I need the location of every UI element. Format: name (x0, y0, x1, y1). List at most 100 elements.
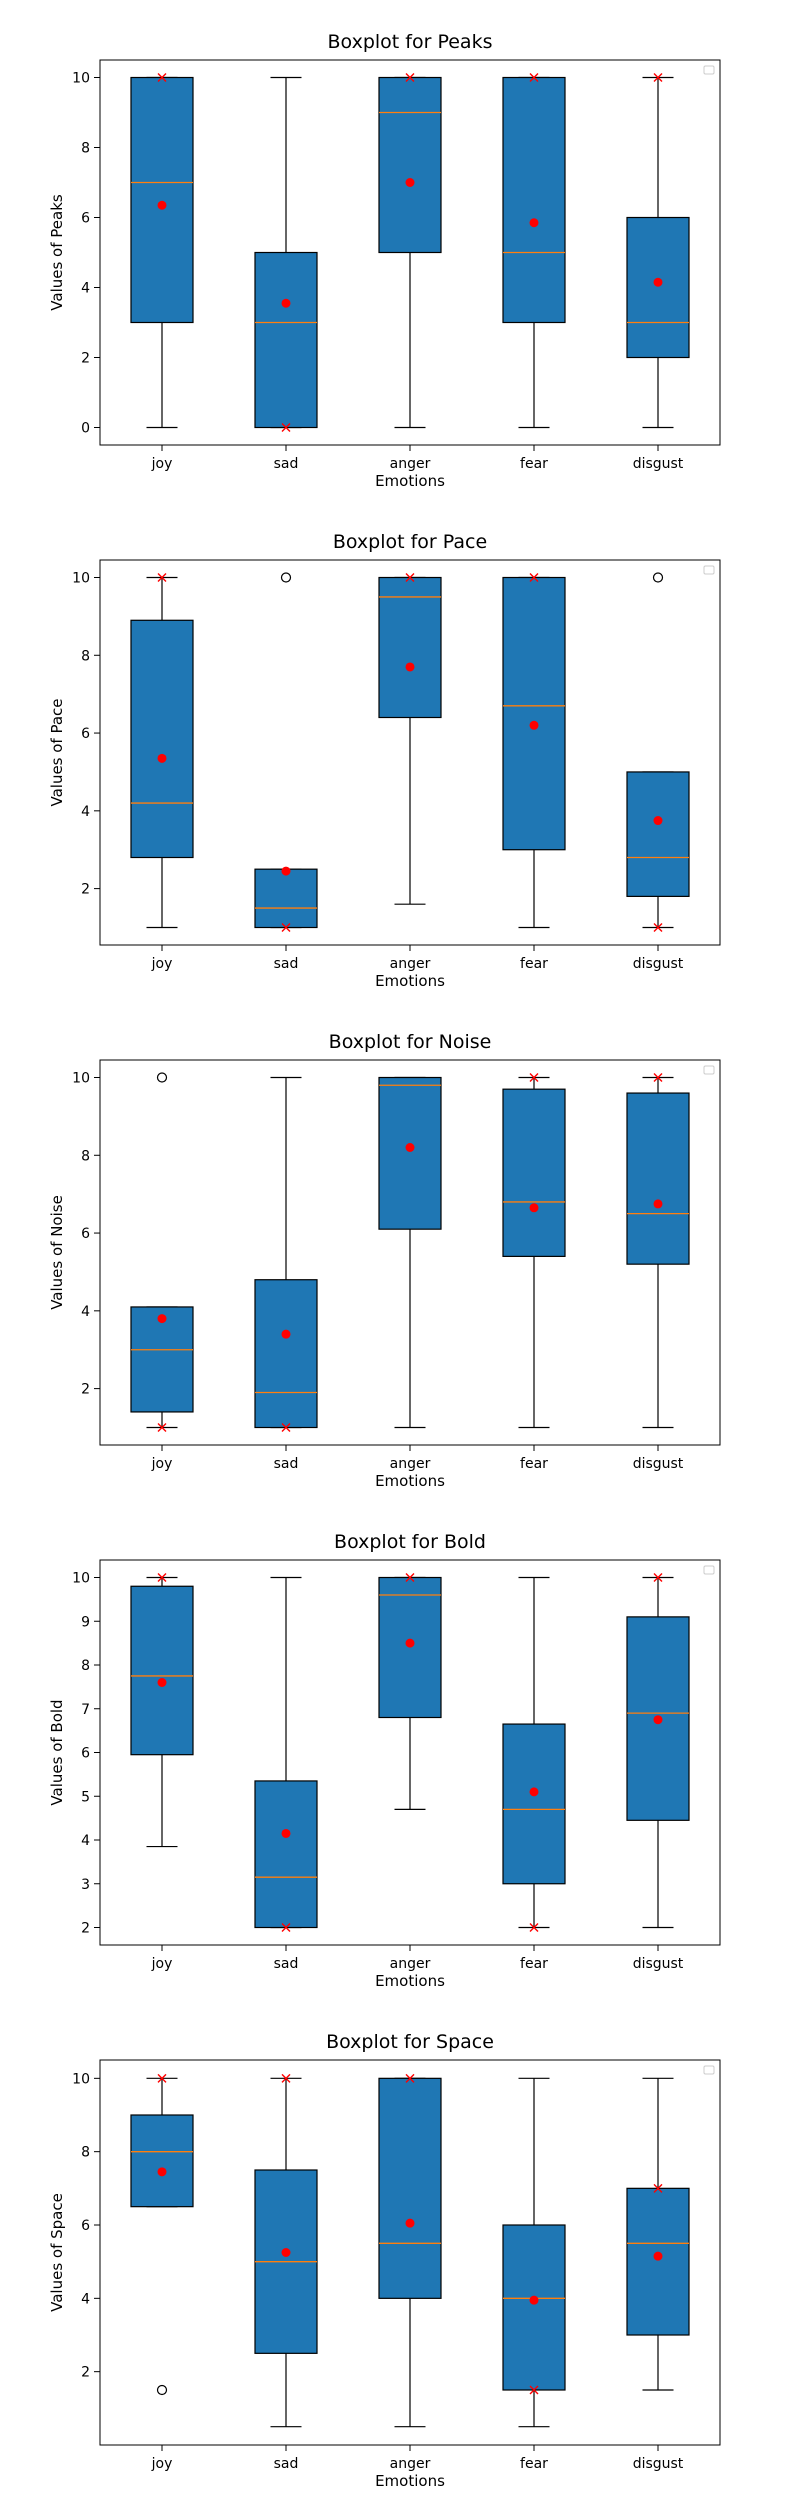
chart-title: Boxplot for Bold (334, 1531, 486, 1553)
extreme-marker (157, 1423, 167, 1432)
mean-marker (529, 1787, 539, 1797)
y-tick-label: 4 (81, 2291, 90, 2307)
extreme-marker (529, 73, 539, 82)
x-axis-label: Emotions (375, 1972, 445, 1990)
extreme-stroke-b (281, 923, 291, 932)
extreme-stroke-b (157, 73, 167, 82)
y-tick-label: 8 (81, 1148, 90, 1164)
outlier-marker (280, 572, 292, 583)
iqr-box (130, 619, 194, 859)
extreme-marker (529, 573, 539, 582)
extreme-stroke-b (653, 923, 663, 932)
y-tick-label: 6 (81, 2218, 90, 2234)
chart-panel-2: Boxplot for Noise 2 4 6 8 10 Values of Noise jo… (48, 1031, 721, 1490)
box-disgust (626, 1573, 690, 1929)
y-tick-label: 10 (72, 71, 90, 87)
y-tick-label: 9 (81, 1614, 90, 1630)
box-joy (130, 1573, 194, 1848)
x-tick-label: anger (390, 956, 431, 972)
iqr-box (130, 1585, 194, 1756)
extreme-marker (281, 423, 291, 432)
iqr-box (502, 576, 566, 851)
extreme-marker (157, 1573, 167, 1582)
box-sad (254, 1576, 318, 1932)
box-sad (254, 1076, 318, 1432)
extreme-stroke-b (157, 1423, 167, 1432)
extreme-stroke-b (529, 573, 539, 582)
y-tick-label: 10 (72, 571, 90, 587)
extreme-marker (281, 1423, 291, 1432)
x-tick-label: joy (151, 2456, 173, 2472)
box-sad (254, 572, 318, 932)
extreme-stroke-b (405, 2073, 415, 2083)
extreme-stroke-b (529, 1923, 539, 1932)
mean-marker (529, 218, 539, 228)
legend-box (703, 2065, 715, 2075)
mean-marker (653, 1715, 663, 1725)
box-fear (502, 2077, 566, 2428)
outlier-marker (156, 2384, 168, 2396)
extreme-stroke-b (653, 73, 663, 82)
y-tick-label: 8 (81, 141, 90, 157)
x-tick-label: sad (274, 456, 299, 472)
extreme-stroke-b (281, 2073, 291, 2083)
mean-marker (281, 866, 291, 876)
iqr-box (254, 251, 318, 429)
mean-marker (281, 298, 291, 308)
x-tick-label: joy (151, 456, 173, 472)
box-joy (130, 73, 194, 429)
iqr-box (502, 76, 566, 324)
x-tick-label: anger (390, 2456, 431, 2472)
box-sad (254, 2073, 318, 2428)
y-tick-label: 8 (81, 2145, 90, 2161)
box-disgust (626, 73, 690, 429)
box-disgust (626, 2077, 690, 2391)
iqr-box (378, 576, 442, 719)
mean-marker (157, 1678, 167, 1687)
box-disgust (626, 1073, 690, 1429)
x-tick-label: disgust (633, 1456, 684, 1472)
x-tick-label: disgust (633, 2456, 684, 2472)
x-tick-label: fear (520, 1456, 548, 1472)
extreme-stroke-b (157, 573, 167, 582)
box-disgust (626, 572, 690, 932)
mean-marker (405, 1143, 415, 1152)
y-tick-label: 0 (81, 421, 90, 437)
mean-marker (529, 1203, 539, 1213)
iqr-box (254, 868, 318, 929)
x-axis-label: Emotions (375, 1472, 445, 1490)
x-tick-label: disgust (633, 1956, 684, 1972)
y-tick-label: 6 (81, 1746, 90, 1762)
y-tick-label: 10 (72, 1571, 90, 1587)
y-tick-label: 10 (72, 1071, 90, 1087)
legend-box (703, 65, 715, 75)
mean-marker (157, 753, 167, 763)
iqr-box (254, 1780, 318, 1929)
extreme-stroke-b (405, 1573, 415, 1582)
box-fear (502, 73, 566, 429)
y-tick-label: 10 (72, 2071, 90, 2087)
iqr-box (502, 1723, 566, 1885)
x-tick-label: joy (151, 1956, 173, 1972)
extreme-marker (529, 1923, 539, 1932)
iqr-box (502, 1088, 566, 1257)
extreme-marker (281, 2073, 291, 2083)
x-tick-label: sad (274, 956, 299, 972)
mean-marker (653, 1199, 663, 1209)
iqr-box (626, 1092, 690, 1265)
iqr-box (378, 76, 442, 254)
chart-title: Boxplot for Pace (333, 531, 487, 553)
extreme-stroke-b (157, 2073, 167, 2083)
box-anger (378, 2073, 442, 2428)
box-fear (502, 1576, 566, 1932)
x-axis-label: Emotions (375, 972, 445, 990)
y-axis-label: Values of Pace (48, 698, 66, 806)
extreme-stroke-b (405, 573, 415, 582)
extreme-stroke-b (529, 1073, 539, 1082)
box-fear (502, 573, 566, 929)
x-axis-label: Emotions (375, 2472, 445, 2490)
iqr-box (130, 76, 194, 324)
extreme-marker (405, 1573, 415, 1582)
extreme-stroke-b (157, 1573, 167, 1582)
iqr-box (254, 1279, 318, 1429)
